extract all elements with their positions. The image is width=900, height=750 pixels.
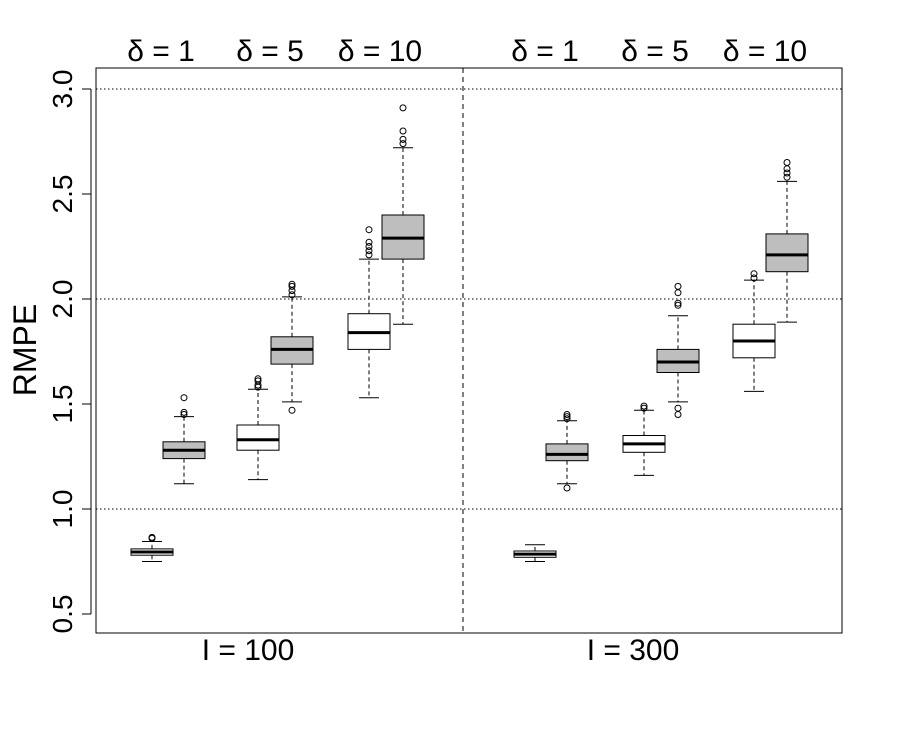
outlier-point (288, 406, 296, 414)
box (765, 233, 809, 273)
group-label: δ = 1 (511, 35, 579, 68)
outlier-point (640, 404, 648, 412)
outlier-point (640, 402, 648, 410)
panel-label: I = 100 (202, 634, 295, 667)
outlier-point (674, 301, 682, 309)
outlier-point (783, 173, 791, 181)
outlier-point (254, 377, 262, 385)
outlier-point (365, 251, 373, 259)
y-axis-label: RMPE (7, 304, 43, 396)
outlier-point (674, 289, 682, 297)
outlier-point (783, 165, 791, 173)
outlier-point (674, 299, 682, 307)
outlier-point (288, 291, 296, 299)
outlier-point (674, 411, 682, 418)
plot-frame (95, 67, 843, 634)
box (545, 443, 589, 462)
box (236, 424, 280, 451)
outlier-point (365, 226, 373, 234)
outlier-point (563, 415, 571, 423)
y-tick-label: 1.5 (47, 385, 78, 424)
outlier-point (365, 238, 373, 246)
outlier-point (750, 274, 758, 282)
outlier-point (180, 411, 188, 418)
outlier-point (563, 411, 571, 418)
outlier-point (399, 127, 407, 135)
outlier-point (783, 159, 791, 166)
box-layer (130, 104, 809, 562)
outlier-point (180, 394, 188, 402)
outlier-point (674, 404, 682, 412)
outlier-point (399, 104, 407, 112)
outlier-point (148, 533, 156, 541)
y-tick-label: 3.0 (47, 70, 78, 109)
group-label: δ = 1 (127, 35, 195, 68)
axis-layer: 0.5 1.0 1.5 2.0 2.5 3.0 I = 100 δ = 1 δ = 5 δ = 1… (47, 35, 807, 667)
outlier-point (674, 282, 682, 290)
outlier-point (399, 140, 407, 148)
y-tick-label: 0.5 (47, 595, 78, 634)
outlier-point (288, 280, 296, 288)
outlier-point (254, 375, 262, 383)
group-label: δ = 10 (338, 35, 422, 68)
group-label: δ = 10 (723, 35, 807, 68)
y-tick-label: 2.0 (47, 280, 78, 319)
grid-layer (96, 88, 842, 510)
outlier-point (563, 413, 571, 421)
panel-label: I = 300 (587, 634, 680, 667)
outlier-point (365, 247, 373, 255)
outlier-point (563, 484, 571, 492)
y-tick-label: 2.5 (47, 175, 78, 214)
outlier-point (750, 270, 758, 278)
group-label: δ = 5 (621, 35, 689, 68)
outlier-point (180, 408, 188, 416)
outlier-point (399, 135, 407, 143)
outlier-point (783, 169, 791, 177)
group-label: δ = 5 (236, 35, 304, 68)
outlier-point (288, 282, 296, 290)
outlier-point (365, 243, 373, 250)
y-tick-label: 1.0 (47, 490, 78, 529)
